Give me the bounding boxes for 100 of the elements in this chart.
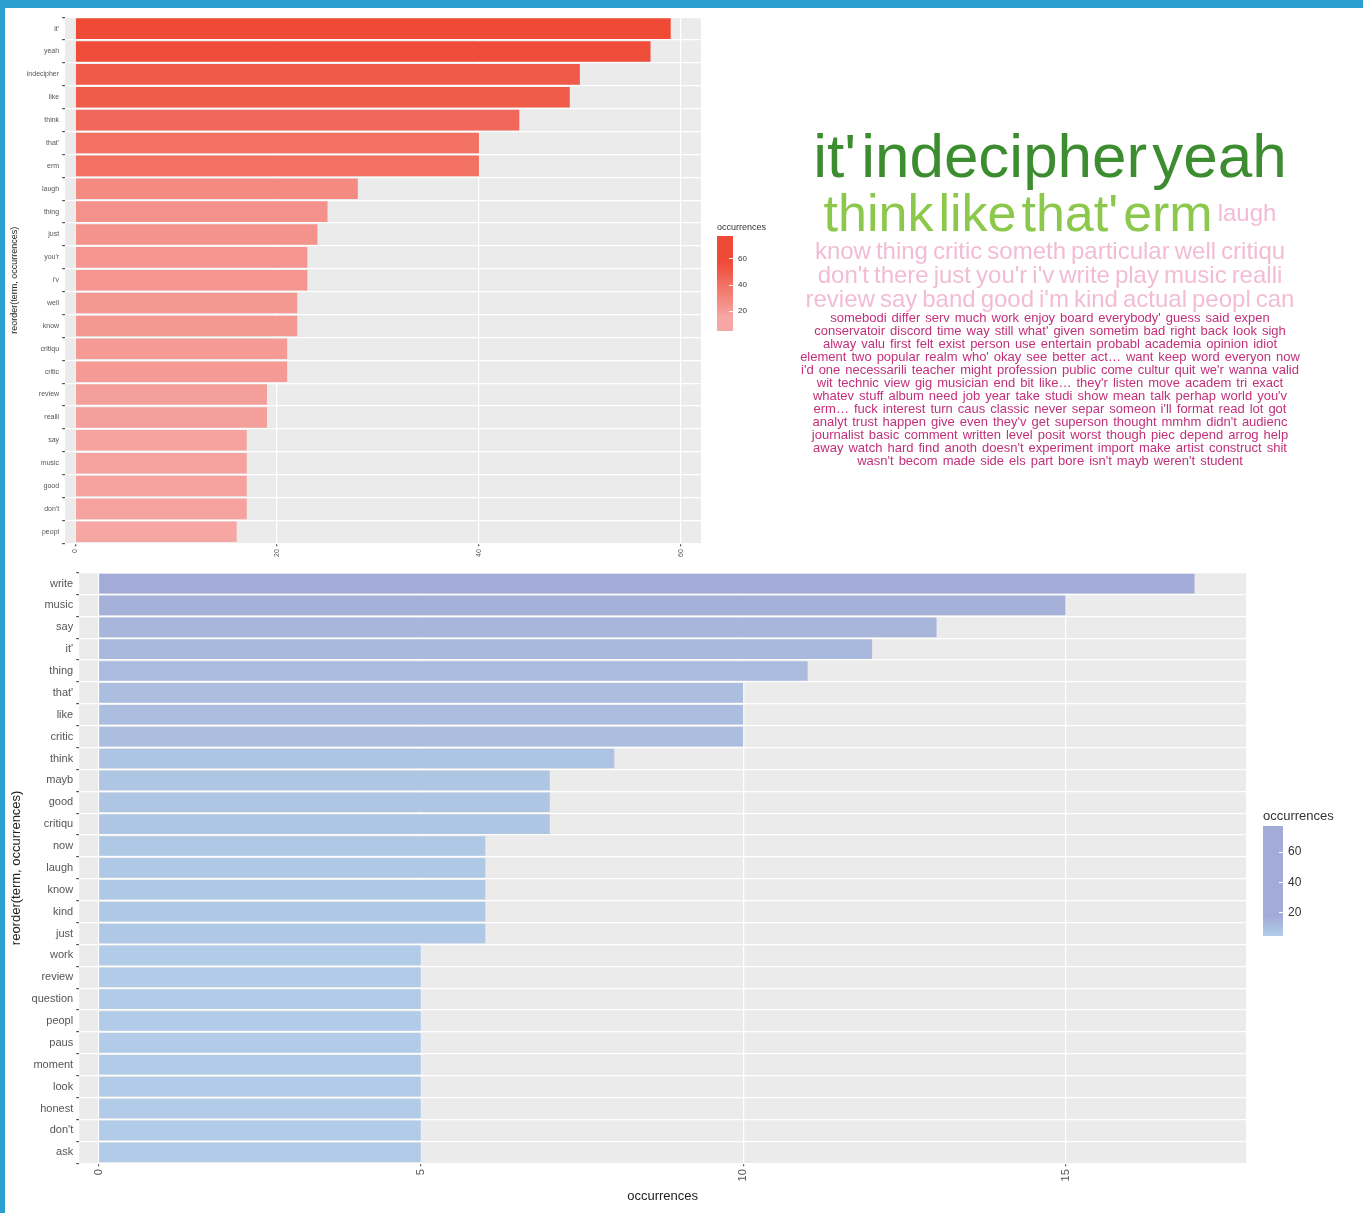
text: way bbox=[966, 322, 990, 338]
y-tick-label: critic bbox=[50, 729, 74, 742]
text: laugh bbox=[1217, 198, 1277, 226]
text: i'd bbox=[801, 361, 814, 377]
text: everybody' bbox=[1098, 309, 1161, 325]
text: shit bbox=[1266, 439, 1287, 455]
y-axis-title: reorder(term, occurrences) bbox=[8, 790, 24, 946]
bar bbox=[99, 858, 486, 878]
bar bbox=[99, 901, 486, 922]
x-tick-label: 10 bbox=[736, 1169, 749, 1182]
text: given bbox=[1053, 322, 1085, 338]
text: better bbox=[1052, 348, 1086, 364]
bar bbox=[99, 617, 937, 638]
color-bar-label: 20 bbox=[1288, 904, 1302, 919]
text: away bbox=[813, 439, 844, 455]
bar bbox=[75, 18, 671, 39]
y-tick-label: review bbox=[41, 970, 74, 983]
text: written bbox=[962, 426, 1001, 442]
text: conservatoir bbox=[814, 322, 886, 338]
text: mmhm bbox=[1161, 413, 1202, 429]
text: fuck bbox=[853, 400, 878, 416]
text: back bbox=[1200, 322, 1229, 338]
text: perhap bbox=[1175, 387, 1217, 403]
text: they'v bbox=[993, 413, 1027, 429]
text: wit bbox=[816, 374, 833, 390]
bar bbox=[99, 1054, 421, 1075]
text: see bbox=[1026, 348, 1048, 364]
y-tick-label: paus bbox=[49, 1035, 74, 1048]
text: els bbox=[1009, 452, 1026, 468]
text: help bbox=[1263, 426, 1289, 442]
text: becom bbox=[898, 452, 938, 468]
text: opinion bbox=[1206, 335, 1249, 351]
y-tick-label: laugh bbox=[46, 860, 74, 873]
x-tick-label: 15 bbox=[1058, 1169, 1071, 1182]
text: side bbox=[980, 452, 1005, 468]
text: depend bbox=[1179, 426, 1224, 442]
text: we'r bbox=[1200, 361, 1224, 377]
bar bbox=[99, 945, 421, 966]
y-tick-label: mayb bbox=[46, 773, 74, 786]
text: listen bbox=[1112, 374, 1144, 390]
bar bbox=[75, 315, 298, 337]
text: probabl bbox=[1096, 335, 1140, 351]
text: said bbox=[1205, 309, 1230, 325]
bar bbox=[99, 989, 421, 1009]
text: read bbox=[1218, 400, 1245, 416]
bar bbox=[99, 1098, 421, 1119]
text: student bbox=[1200, 452, 1243, 468]
text: doesn't bbox=[981, 439, 1024, 455]
bar bbox=[75, 338, 288, 360]
text: weren't bbox=[1153, 452, 1196, 468]
bar bbox=[75, 247, 308, 268]
text: mean bbox=[1112, 387, 1146, 403]
bar bbox=[75, 178, 358, 200]
bar bbox=[99, 792, 550, 813]
text: even bbox=[959, 413, 988, 429]
text: valu bbox=[861, 335, 886, 351]
text: basic bbox=[868, 426, 900, 442]
text: work bbox=[991, 309, 1020, 325]
y-tick-label: look bbox=[53, 1079, 74, 1092]
text: public bbox=[1061, 361, 1096, 377]
text: okay bbox=[993, 348, 1022, 364]
y-tick-label: music bbox=[44, 598, 74, 611]
bar bbox=[75, 269, 308, 291]
y-tick-label: just bbox=[55, 926, 74, 939]
text: take bbox=[1015, 387, 1040, 403]
text: posit bbox=[1037, 426, 1066, 442]
x-tick-label: 5 bbox=[413, 1169, 426, 1176]
text: got bbox=[1268, 400, 1287, 416]
bar bbox=[99, 661, 808, 681]
text: classic bbox=[990, 400, 1030, 416]
text: find bbox=[918, 439, 940, 455]
bar bbox=[75, 86, 570, 108]
text: thought bbox=[1113, 413, 1157, 429]
text: arrog bbox=[1228, 426, 1259, 442]
y-tick-label: don't bbox=[49, 1123, 74, 1136]
bar bbox=[99, 1033, 421, 1053]
text: piec bbox=[1151, 426, 1175, 442]
y-tick-label: say bbox=[56, 620, 74, 633]
text: first bbox=[890, 335, 912, 351]
bar bbox=[75, 452, 247, 474]
bar bbox=[99, 595, 1066, 616]
text: you'v bbox=[1257, 387, 1288, 403]
text: separ bbox=[1071, 400, 1105, 416]
text: stuff bbox=[859, 387, 884, 403]
text: never bbox=[1034, 400, 1067, 416]
color-bar-label: 20 bbox=[738, 306, 747, 316]
bar bbox=[99, 726, 744, 747]
bar bbox=[99, 879, 486, 900]
text: isn't bbox=[1089, 452, 1112, 468]
text: interest bbox=[882, 400, 926, 416]
bar bbox=[75, 430, 247, 451]
text: whatev bbox=[812, 387, 855, 403]
text: watch bbox=[848, 439, 883, 455]
text: analyt bbox=[812, 413, 848, 429]
bar bbox=[99, 683, 744, 703]
color-bar-label: 40 bbox=[1288, 874, 1302, 889]
text: one bbox=[818, 361, 841, 377]
bar bbox=[75, 361, 288, 382]
bar bbox=[75, 407, 267, 428]
bar bbox=[75, 64, 580, 85]
